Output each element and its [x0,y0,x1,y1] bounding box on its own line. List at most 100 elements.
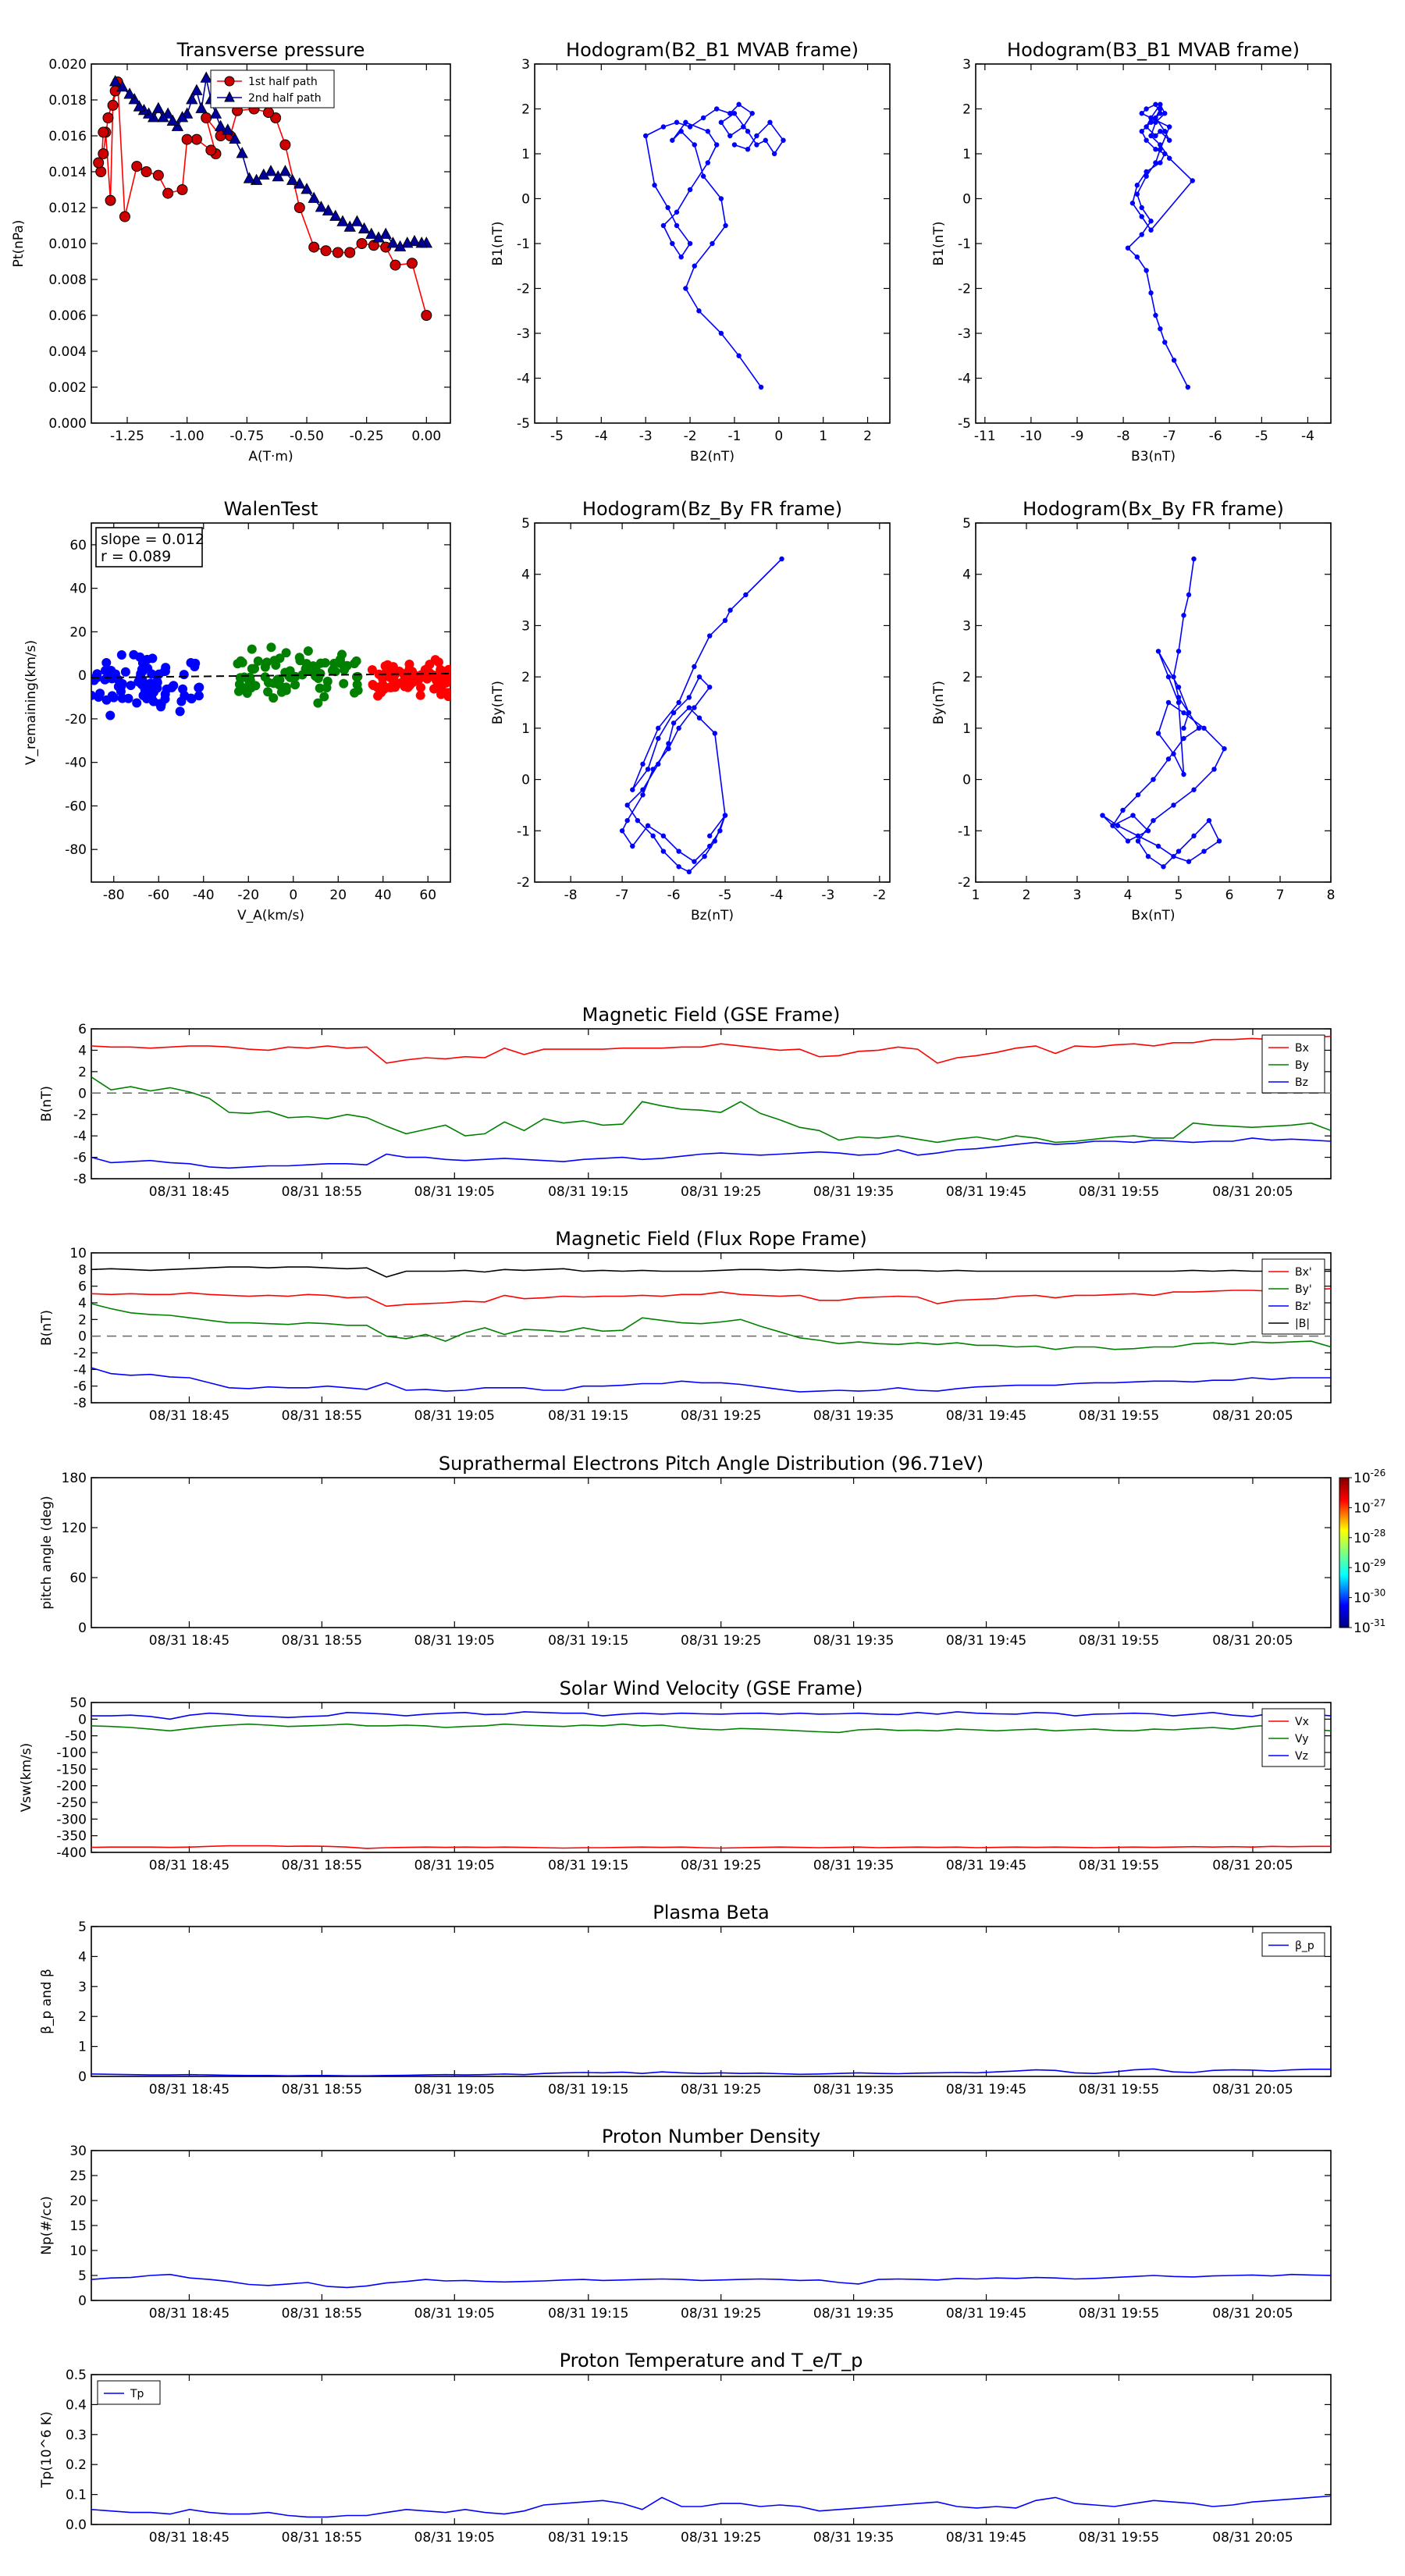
data-point [645,823,651,828]
series-line-1 [91,1723,1331,1734]
data-point [1125,245,1131,251]
x-tick-label: 08/31 19:15 [548,1858,628,1873]
x-tick-label: 08/31 19:05 [414,1858,495,1873]
data-point [678,129,684,134]
y-tick-label: 1 [962,147,971,162]
series-line-1 [91,1303,1331,1350]
colorbar-label: 10-26 [1353,1468,1385,1486]
data-point [1166,137,1172,143]
data-point [1171,674,1176,680]
y-tick-label: 0 [78,2293,87,2309]
panel-tp: Transverse pressure 0.000 0.002 0.004 0.006 0… [11,39,451,464]
data-point [1148,115,1154,121]
scatter-point [156,702,166,712]
chart-title: Proton Temperature and T_e/T_p [560,2350,863,2371]
y-tick-label: 20 [69,2194,87,2209]
data-point [1155,649,1161,654]
data-point [209,107,222,119]
y-tick-label: 50 [69,1695,87,1711]
scatter-point [105,668,116,678]
colorbar-gradient [1339,1477,1350,1628]
data-point [152,101,165,113]
x-tick-label: 08/31 18:45 [149,2306,229,2322]
y-tick-label: 120 [62,1521,87,1536]
scatter-point [253,656,263,666]
data-point [1162,111,1168,116]
data-point [741,124,746,130]
scatter-point [190,662,200,672]
y-tick-label: 3 [521,618,530,634]
x-tick-label: -7 [616,888,629,903]
series-line-0 [91,1288,1331,1308]
data-point [727,133,733,139]
chart-title: Suprathermal Electrons Pitch Angle Distr… [439,1453,984,1475]
data-point [389,259,401,271]
data-point [687,187,693,193]
x-tick-label: 08/31 18:55 [282,1858,362,1873]
scatter-point [241,683,251,693]
scatter-point [352,679,362,689]
data-point [656,735,661,742]
data-point [1153,133,1158,139]
chart-title: Hodogram(Bx_By FR frame) [1023,498,1284,520]
x-tick-label: 20 [329,888,347,903]
x-tick-label: 0.00 [411,429,441,444]
y-tick-label: 3 [962,618,971,634]
y-tick-label: 0 [521,192,530,208]
x-tick-label: 08/31 19:25 [681,1184,761,1200]
legend-label: Bz [1295,1076,1308,1089]
x-tick-label: 08/31 19:35 [813,1408,894,1424]
legend-label: Bx [1295,1042,1309,1055]
legend-label: Vy [1295,1733,1309,1745]
x-tick-label: -1 [727,429,741,444]
series-0 [1125,101,1195,390]
x-tick-label: 08/31 19:15 [548,2306,628,2322]
x-tick-label: 08/31 19:25 [681,2082,761,2097]
x-tick-label: 08/31 19:45 [946,2530,1026,2546]
x-tick-label: 08/31 19:35 [813,2082,894,2097]
scatter-point [336,658,346,668]
y-axis-label: Pt(nPa) [11,220,27,268]
x-tick-label: -4 [770,888,783,903]
y-tick-label: 25 [69,2169,87,2184]
colorbar-label: 10-28 [1353,1528,1385,1546]
x-tick-label: -7 [1163,429,1176,444]
x-tick-label: 08/31 19:05 [414,1184,495,1200]
data-point [1181,710,1186,716]
scatter-point [319,692,329,702]
x-tick-label: 08/31 20:05 [1212,1858,1293,1873]
scatter-point [105,710,116,720]
x-tick-label: 08/31 19:25 [681,1633,761,1649]
data-point [1148,290,1154,296]
scatter-point [272,674,283,685]
data-point [674,119,680,125]
data-point [315,201,328,212]
data-point [624,817,630,824]
data-point [1153,115,1158,121]
data-point [1151,817,1156,824]
data-point [1148,119,1154,125]
legend-label: Tp [130,2388,144,2400]
y-tick-label: -150 [56,1762,87,1777]
data-point [692,705,697,710]
legend-label: By [1295,1059,1309,1072]
y-tick-label: 2 [962,670,971,685]
data-point [1191,556,1197,562]
y-tick-label: -3 [958,326,971,342]
y-tick-label: 2 [521,102,530,118]
data-point [1135,792,1141,798]
y-tick-label: 0 [962,192,971,208]
y-tick-label: 0.4 [66,2397,87,2413]
x-tick-label: -4 [595,429,608,444]
data-point [707,833,713,839]
data-point [308,191,320,203]
data-point [630,787,635,792]
x-tick-label: -3 [821,888,834,903]
data-point [1110,823,1115,828]
data-point [1148,219,1154,224]
scatter-point [176,696,187,706]
x-tick-label: -80 [103,888,125,903]
y-tick-label: -1 [958,824,971,839]
data-point [640,792,646,798]
data-point [1144,173,1149,179]
